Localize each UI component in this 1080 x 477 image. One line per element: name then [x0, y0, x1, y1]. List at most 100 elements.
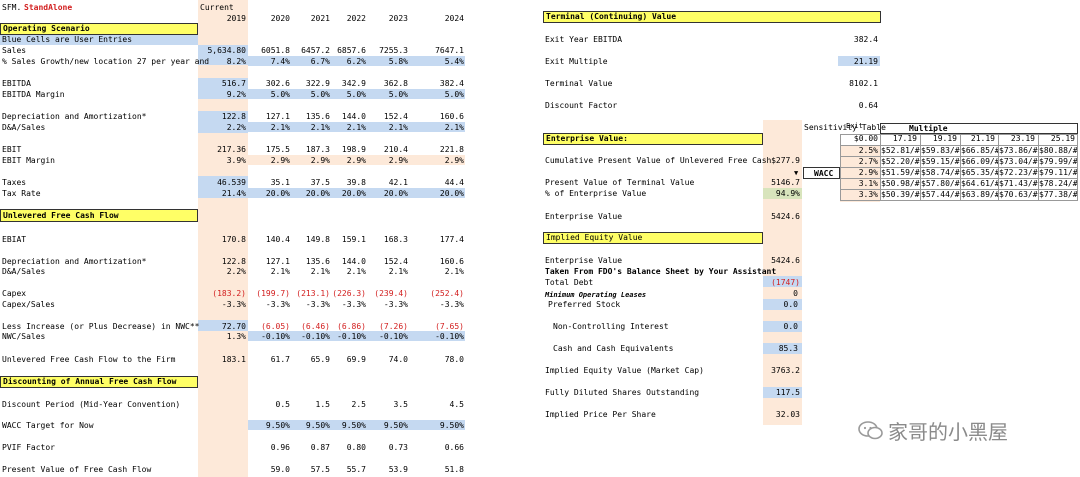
- cell-pv-2024[interactable]: 51.8: [444, 465, 464, 474]
- cell-capex-2021[interactable]: (213.1): [296, 289, 330, 298]
- cell-ufcf-2023[interactable]: 74.0: [388, 355, 408, 364]
- cell-nwc_s-2020[interactable]: -0.10%: [261, 332, 290, 341]
- cell-nwc-2022[interactable]: (6.86): [337, 322, 366, 331]
- cell-taxrate-2024[interactable]: 20.0%: [439, 189, 464, 198]
- cell-da-2021[interactable]: 135.6: [305, 112, 330, 121]
- cell-nwc-2024[interactable]: (7.65): [435, 322, 464, 331]
- cell-nwc_s-2021[interactable]: -0.10%: [301, 332, 330, 341]
- cell-ufcf-2020[interactable]: 61.7: [270, 355, 290, 364]
- cell-ebitda-2022[interactable]: 342.9: [341, 79, 366, 88]
- cell-ebit_m-2021[interactable]: 2.9%: [310, 156, 330, 165]
- sens-cell[interactable]: $72.23/#: [999, 168, 1038, 177]
- cell-taxes-2024[interactable]: 44.4: [444, 178, 464, 187]
- cell-nwc_s-2019[interactable]: 1.3%: [226, 332, 246, 341]
- sens-cell[interactable]: $77.38/#: [1039, 190, 1078, 199]
- cell-capex_s-2023[interactable]: -3.3%: [383, 300, 408, 309]
- cell-taxrate-2023[interactable]: 20.0%: [383, 189, 408, 198]
- cell-ufcf-2019[interactable]: 183.1: [221, 355, 246, 364]
- cell-da_s-2021[interactable]: 2.1%: [310, 123, 330, 132]
- cell-ufcf-2021[interactable]: 65.9: [310, 355, 330, 364]
- cell-nwc-2020[interactable]: (6.05): [261, 322, 290, 331]
- cell-ebitda-2019[interactable]: 516.7: [221, 79, 246, 88]
- cell-pv-2020[interactable]: 59.0: [270, 465, 290, 474]
- cell-da-2020[interactable]: 127.1: [265, 112, 290, 121]
- sens-cell[interactable]: $58.74/#: [921, 168, 960, 177]
- cell-da2-2020[interactable]: 127.1: [265, 257, 290, 266]
- cell-capex-2023[interactable]: (239.4): [374, 289, 408, 298]
- sens-cell[interactable]: $79.99/#: [1039, 157, 1078, 166]
- sens-cell[interactable]: $78.24/#: [1039, 179, 1078, 188]
- cell-ebit-2024[interactable]: 221.8: [439, 145, 464, 154]
- cell-ebitda-2024[interactable]: 382.4: [439, 79, 464, 88]
- cell-da_s2-2019[interactable]: 2.2%: [226, 267, 246, 276]
- cell-wacc-2023[interactable]: 9.50%: [383, 421, 408, 430]
- cell-growth-2022[interactable]: 6.2%: [346, 57, 366, 66]
- cell-period-2024[interactable]: 4.5: [449, 400, 464, 409]
- cell-ebit-2019[interactable]: 217.36: [217, 145, 246, 154]
- cell-pv-2023[interactable]: 53.9: [388, 465, 408, 474]
- cell-ebitda-2023[interactable]: 362.8: [383, 79, 408, 88]
- cell-ebit_m-2019[interactable]: 3.9%: [226, 156, 246, 165]
- cell-nwc-2019[interactable]: 72.70: [221, 322, 246, 331]
- cell-period-2020[interactable]: 0.5: [275, 400, 290, 409]
- cell-capex-2024[interactable]: (252.4): [430, 289, 464, 298]
- cell-da2-2021[interactable]: 135.6: [305, 257, 330, 266]
- sens-cell[interactable]: $63.89/#: [961, 190, 998, 199]
- sens-cell[interactable]: $59.83/#: [921, 146, 960, 155]
- sens-cell[interactable]: $51.59/#: [881, 168, 920, 177]
- cell-nwc_s-2023[interactable]: -0.10%: [379, 332, 408, 341]
- sens-cell[interactable]: $57.80/#: [921, 179, 960, 188]
- sens-cell[interactable]: $59.15/#: [921, 157, 960, 166]
- cell-wacc-2022[interactable]: 9.50%: [341, 421, 366, 430]
- cell-ebitda_m-2024[interactable]: 5.0%: [444, 90, 464, 99]
- cell-wacc-2024[interactable]: 9.50%: [439, 421, 464, 430]
- cell-wacc-2021[interactable]: 9.50%: [305, 421, 330, 430]
- sens-cell[interactable]: $50.39/#: [881, 190, 920, 199]
- cell-ufcf-2022[interactable]: 69.9: [346, 355, 366, 364]
- cell-da2-2024[interactable]: 160.6: [439, 257, 464, 266]
- cell-capex_s-2024[interactable]: -3.3%: [439, 300, 464, 309]
- cell-taxrate-2022[interactable]: 20.0%: [341, 189, 366, 198]
- cell-taxes-2021[interactable]: 37.5: [310, 178, 330, 187]
- cell-da_s-2019[interactable]: 2.2%: [226, 123, 246, 132]
- cell-ebitda_m-2020[interactable]: 5.0%: [270, 90, 290, 99]
- cell-growth-2023[interactable]: 5.8%: [388, 57, 408, 66]
- cell-ebitda_m-2023[interactable]: 5.0%: [388, 90, 408, 99]
- cell-da2-2019[interactable]: 122.8: [221, 257, 246, 266]
- cell-ebiat-2019[interactable]: 170.8: [221, 235, 246, 244]
- cell-ebiat-2021[interactable]: 149.8: [305, 235, 330, 244]
- cell-growth-2019[interactable]: 8.2%: [226, 57, 246, 66]
- cell-pvif-2020[interactable]: 0.96: [270, 443, 290, 452]
- sens-cell[interactable]: $73.86/#: [999, 146, 1038, 155]
- cell-taxes-2023[interactable]: 42.1: [388, 178, 408, 187]
- sens-cell[interactable]: $64.61/#: [961, 179, 998, 188]
- cell-capex-2020[interactable]: (199.7): [256, 289, 290, 298]
- cell-pvif-2022[interactable]: 0.80: [346, 443, 366, 452]
- cell-capex_s-2022[interactable]: -3.3%: [341, 300, 366, 309]
- cell-taxrate-2019[interactable]: 21.4%: [221, 189, 246, 198]
- cell-capex_s-2021[interactable]: -3.3%: [305, 300, 330, 309]
- sens-cell[interactable]: $52.20/#: [881, 157, 920, 166]
- sens-cell[interactable]: $66.09/#: [961, 157, 998, 166]
- cell-nwc-2021[interactable]: (6.46): [301, 322, 330, 331]
- cell-ebit_m-2022[interactable]: 2.9%: [346, 156, 366, 165]
- cell-nwc-2023[interactable]: (7.26): [379, 322, 408, 331]
- cell-growth-2020[interactable]: 7.4%: [270, 57, 290, 66]
- sens-cell[interactable]: $57.44/#: [921, 190, 960, 199]
- debt-value[interactable]: (1747): [771, 278, 800, 287]
- pref-value[interactable]: 0.0: [783, 300, 798, 309]
- sens-cell[interactable]: $79.11/#: [1039, 168, 1078, 177]
- cell-da-2023[interactable]: 152.4: [383, 112, 408, 121]
- sens-cell[interactable]: $52.81/#: [881, 146, 920, 155]
- cell-pvif-2023[interactable]: 0.73: [388, 443, 408, 452]
- cell-ebit_m-2023[interactable]: 2.9%: [388, 156, 408, 165]
- cell-taxrate-2020[interactable]: 20.0%: [265, 189, 290, 198]
- cell-ebiat-2020[interactable]: 140.4: [265, 235, 290, 244]
- sens-cell[interactable]: $73.04/#: [999, 157, 1038, 166]
- cell-da_s-2022[interactable]: 2.1%: [346, 123, 366, 132]
- cell-da2-2023[interactable]: 152.4: [383, 257, 408, 266]
- cash-value[interactable]: 85.3: [778, 344, 798, 353]
- sens-cell[interactable]: $80.88/#: [1039, 146, 1078, 155]
- cell-ebitda_m-2019[interactable]: 9.2%: [226, 90, 246, 99]
- cell-capex_s-2020[interactable]: -3.3%: [265, 300, 290, 309]
